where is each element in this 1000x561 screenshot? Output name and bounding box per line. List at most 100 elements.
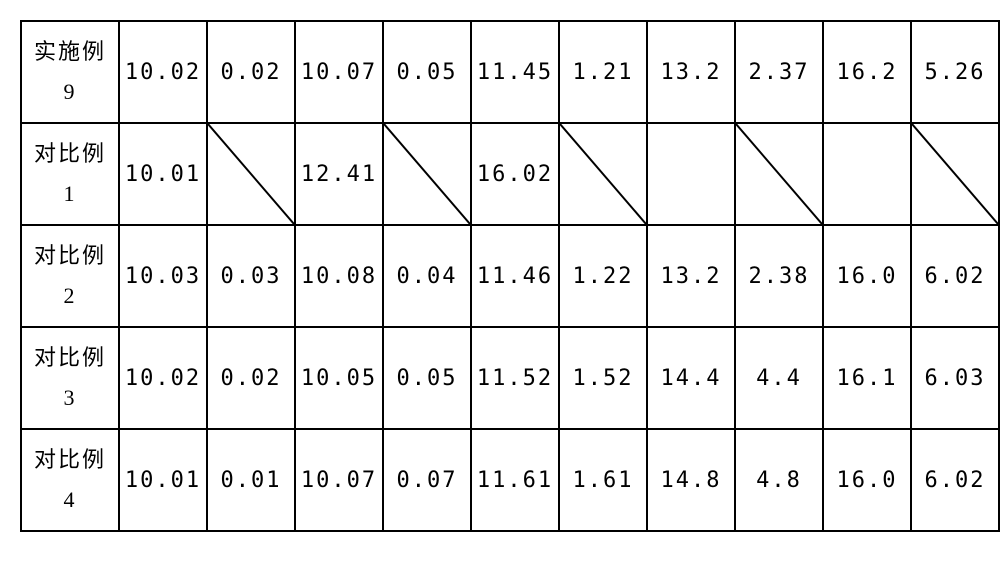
row-label-line1: 对比例 bbox=[34, 243, 106, 268]
data-cell: 0.07 bbox=[383, 429, 471, 531]
diagonal-slash-icon bbox=[912, 124, 998, 224]
cell-value: 16.2 bbox=[837, 60, 898, 85]
diagonal-slash-icon bbox=[208, 124, 294, 224]
cell-value: 1.22 bbox=[573, 264, 634, 289]
data-cell: 12.41 bbox=[295, 123, 383, 225]
cell-value: 14.8 bbox=[661, 468, 722, 493]
cell-value: 10.03 bbox=[125, 264, 201, 289]
slash-cell bbox=[207, 123, 295, 225]
data-cell: 13.2 bbox=[647, 21, 735, 123]
data-cell: 6.02 bbox=[911, 429, 999, 531]
row-label-line2: 4 bbox=[22, 480, 118, 520]
cell-value: 10.05 bbox=[301, 366, 377, 391]
data-table: 实施例910.020.0210.070.0511.451.2113.22.371… bbox=[20, 20, 1000, 532]
cell-value: 0.07 bbox=[397, 468, 458, 493]
cell-value: 2.38 bbox=[749, 264, 810, 289]
data-cell: 10.07 bbox=[295, 429, 383, 531]
cell-value: 16.1 bbox=[837, 366, 898, 391]
cell-value: 16.0 bbox=[837, 264, 898, 289]
cell-value: 10.07 bbox=[301, 60, 377, 85]
cell-value: 0.01 bbox=[221, 468, 282, 493]
row-label-line1: 对比例 bbox=[34, 447, 106, 472]
diagonal-slash-icon bbox=[736, 124, 822, 224]
data-cell: 10.05 bbox=[295, 327, 383, 429]
row-label: 对比例1 bbox=[21, 123, 119, 225]
data-cell: 10.02 bbox=[119, 327, 207, 429]
slash-cell bbox=[383, 123, 471, 225]
cell-value: 10.07 bbox=[301, 468, 377, 493]
row-label: 实施例 9 bbox=[21, 21, 119, 123]
row-label: 对比例3 bbox=[21, 327, 119, 429]
data-cell: 4.8 bbox=[735, 429, 823, 531]
data-cell: 10.02 bbox=[119, 21, 207, 123]
cell-value: 10.08 bbox=[301, 264, 377, 289]
data-cell: 2.38 bbox=[735, 225, 823, 327]
data-cell: 10.03 bbox=[119, 225, 207, 327]
slash-cell bbox=[911, 123, 999, 225]
data-cell: 0.02 bbox=[207, 21, 295, 123]
data-cell: 0.01 bbox=[207, 429, 295, 531]
data-cell: 0.04 bbox=[383, 225, 471, 327]
cell-value: 11.45 bbox=[477, 60, 553, 85]
data-cell: 1.52 bbox=[559, 327, 647, 429]
cell-value: 6.03 bbox=[925, 366, 986, 391]
cell-value: 4.8 bbox=[756, 468, 802, 493]
row-label-line2: 2 bbox=[22, 276, 118, 316]
data-cell: 10.01 bbox=[119, 123, 207, 225]
data-cell: 0.05 bbox=[383, 327, 471, 429]
cell-value: 1.61 bbox=[573, 468, 634, 493]
data-cell: 11.52 bbox=[471, 327, 559, 429]
data-cell: 4.4 bbox=[735, 327, 823, 429]
data-cell: 11.61 bbox=[471, 429, 559, 531]
cell-value: 5.26 bbox=[925, 60, 986, 85]
row-label-line1: 实施例 bbox=[34, 39, 106, 64]
cell-value: 4.4 bbox=[756, 366, 802, 391]
row-label-line1: 对比例 bbox=[34, 141, 106, 166]
slash-cell bbox=[559, 123, 647, 225]
data-cell: 6.02 bbox=[911, 225, 999, 327]
row-label-line2: 9 bbox=[22, 72, 118, 112]
data-cell: 10.01 bbox=[119, 429, 207, 531]
cell-value: 0.03 bbox=[221, 264, 282, 289]
table-row: 对比例 410.01 0.01 10.07 0.07 11.61 1.61 14.8 4.8 16… bbox=[21, 429, 999, 531]
data-cell: 10.07 bbox=[295, 21, 383, 123]
data-cell: 16.1 bbox=[823, 327, 911, 429]
cell-value: 11.61 bbox=[477, 468, 553, 493]
data-cell: 16.0 bbox=[823, 225, 911, 327]
cell-value: 13.2 bbox=[661, 264, 722, 289]
data-cell: 11.46 bbox=[471, 225, 559, 327]
cell-value: 12.41 bbox=[301, 162, 377, 187]
cell-value: 0.04 bbox=[397, 264, 458, 289]
data-cell: 16.0 bbox=[823, 429, 911, 531]
row-label: 对比例 4 bbox=[21, 429, 119, 531]
data-cell: 1.22 bbox=[559, 225, 647, 327]
data-cell: 5.26 bbox=[911, 21, 999, 123]
data-cell: 16.2 bbox=[823, 21, 911, 123]
data-cell: 2.37 bbox=[735, 21, 823, 123]
cell-value: 11.52 bbox=[477, 366, 553, 391]
table-row: 对比例 2 10.03 0.03 10.08 0.04 11.46 1.22 13.2 2.38 1… bbox=[21, 225, 999, 327]
cell-value: 10.02 bbox=[125, 366, 201, 391]
data-cell: 0.05 bbox=[383, 21, 471, 123]
cell-value: 0.02 bbox=[221, 366, 282, 391]
cell-value: 11.46 bbox=[477, 264, 553, 289]
table-body: 实施例910.020.0210.070.0511.451.2113.22.371… bbox=[21, 21, 999, 531]
cell-value: 2.37 bbox=[749, 60, 810, 85]
row-label: 对比例 2 bbox=[21, 225, 119, 327]
cell-value: 16.02 bbox=[477, 162, 553, 187]
cell-value: 0.05 bbox=[397, 60, 458, 85]
cell-value: 10.01 bbox=[125, 162, 201, 187]
data-cell: 0.02 bbox=[207, 327, 295, 429]
cell-value: 0.02 bbox=[221, 60, 282, 85]
data-cell: 16.02 bbox=[471, 123, 559, 225]
cell-value: 1.52 bbox=[573, 366, 634, 391]
data-cell: 10.08 bbox=[295, 225, 383, 327]
cell-value: 0.05 bbox=[397, 366, 458, 391]
slash-cell bbox=[735, 123, 823, 225]
table-row: 实施例 910.02 0.02 10.07 0.05 11.451.2113.2 2.37 1… bbox=[21, 21, 999, 123]
data-cell: 1.21 bbox=[559, 21, 647, 123]
data-cell: 0.03 bbox=[207, 225, 295, 327]
table-row: 对比例110.01 12.41 16.02 bbox=[21, 123, 999, 225]
diagonal-slash-icon bbox=[384, 124, 470, 224]
data-cell: 13.2 bbox=[647, 225, 735, 327]
